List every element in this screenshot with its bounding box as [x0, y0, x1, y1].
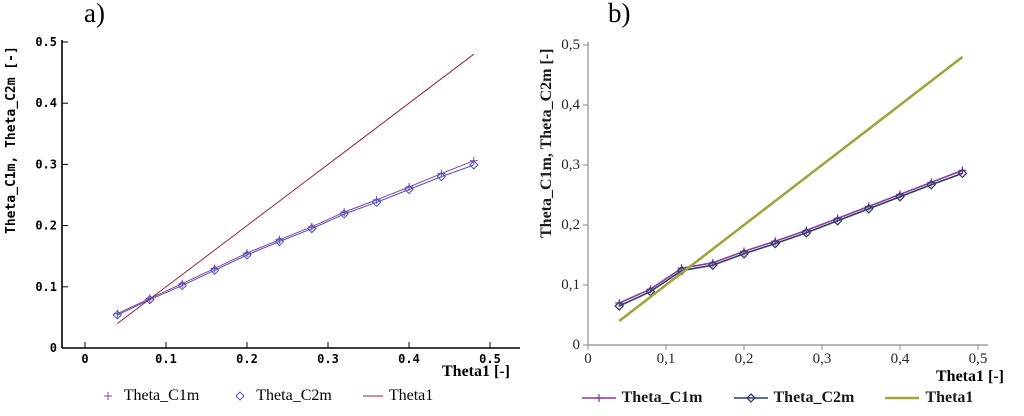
diamond-marker-icon	[209, 265, 220, 275]
panel-b-x-axis-label: Theta1 [-]	[936, 368, 1004, 385]
legend-item-theta_c2m: Theta_C2m	[733, 389, 855, 407]
legend-item-theta_c2m: Theta_C2m	[229, 387, 332, 405]
diamond-marker-icon	[235, 391, 245, 401]
diamond-legend-marker-icon	[733, 393, 768, 403]
legend-label: Theta1	[388, 387, 434, 404]
series-line	[618, 169, 963, 304]
line-legend-marker-icon	[362, 395, 383, 397]
legend-label: Theta_C2m	[773, 389, 855, 406]
legend-item-theta_c1m: Theta_C1m	[97, 387, 200, 405]
y-tick-label: 0,3	[561, 157, 580, 173]
chart-panel-b: 0 0,1 0,2 0,3 0,4 0,5 0 0,1 0,2 0,3 0,4 0,5 b) Thet…	[530, 0, 1024, 416]
panel-a-x-axis-label: Theta1 [-]	[442, 363, 510, 380]
y-tick-label: 0.5	[35, 35, 57, 49]
x-tick-label: 0,1	[657, 351, 676, 367]
legend-label: Theta_C1m	[621, 389, 703, 406]
diamond-marker-icon	[404, 184, 414, 195]
diamond-marker-icon	[307, 223, 317, 234]
diamond-marker-icon	[957, 168, 968, 179]
diamond-marker-icon	[614, 301, 625, 311]
diamond-marker-icon	[863, 203, 874, 214]
x-tick-label: 0,5	[969, 351, 988, 367]
y-tick-label: 0.1	[35, 280, 57, 294]
diamond-legend-marker-icon	[235, 391, 245, 401]
legend-item-theta1: Theta1	[362, 387, 433, 405]
y-tick-label: 0	[573, 337, 581, 353]
legend-item-theta_c1m: Theta_C1m	[581, 389, 703, 407]
y-tick-label: 0.3	[35, 157, 57, 171]
panel-a-plot-area: 0 0.1 0.2 0.3 0.4 0.5 0 0.1 0.2 0.3 0.4 0.5	[35, 35, 520, 366]
y-tick-label: 0.2	[35, 219, 57, 233]
x-tick-label: 0,2	[735, 351, 754, 367]
panel-a-legend: Theta_C1m Theta_C2m Theta1	[0, 387, 530, 405]
diamond-marker-icon	[469, 160, 479, 170]
y-tick-label: 0	[50, 341, 57, 355]
y-tick-label: 0,4	[561, 97, 580, 113]
panel-b-y-axis-label: Theta_C1m, Theta_C2m [-]	[538, 48, 555, 238]
series-theta1	[117, 53, 475, 324]
x-tick-label: 0.5	[479, 352, 501, 366]
panel-b-label: b)	[608, 0, 631, 28]
series-theta_c2m	[112, 160, 479, 320]
y-tick-label: 0,1	[561, 277, 580, 293]
series-line	[618, 55, 964, 323]
diamond-marker-icon	[274, 236, 285, 247]
legend-label: Theta_C2m	[256, 387, 332, 404]
legend-item-theta1: Theta1	[884, 389, 973, 407]
diamond-marker-icon	[707, 260, 718, 271]
chart-panel-a: 0 0.1 0.2 0.3 0.4 0.5 0 0.1 0.2 0.3 0.4 0.5 a) Thet…	[0, 0, 530, 405]
series-theta1	[618, 55, 964, 323]
panel-a-label: a)	[84, 0, 105, 28]
panel-b-plot-area: 0 0,1 0,2 0,3 0,4 0,5 0 0,1 0,2 0,3 0,4 0,5	[561, 37, 988, 367]
panel-a-y-axis-label: Theta_C1m, Theta_C2m [-]	[4, 46, 19, 234]
x-tick-label: 0.3	[317, 352, 339, 366]
x-tick-label: 0,4	[891, 351, 910, 367]
series-line	[117, 164, 474, 316]
x-tick-label: 0,3	[813, 351, 832, 367]
panel-b-legend: Theta_C1m Theta_C2m Theta1	[530, 389, 1024, 407]
diamond-marker-icon	[895, 191, 905, 202]
diamond-marker-icon	[770, 238, 781, 249]
diamond-marker-icon	[371, 197, 382, 208]
diamond-marker-icon	[801, 227, 812, 238]
x-tick-label: 0	[584, 351, 592, 367]
diamond-marker-icon	[739, 248, 749, 259]
diamond-marker-icon	[112, 310, 123, 320]
y-tick-label: 0.4	[35, 96, 57, 110]
y-tick-label: 0,2	[561, 217, 580, 233]
series-theta_c1m	[113, 156, 478, 318]
diamond-marker-icon	[339, 209, 349, 219]
x-tick-label: 0	[81, 352, 88, 366]
diamond-marker-icon	[177, 280, 187, 291]
y-tick-label: 0,5	[561, 37, 580, 53]
legend-label: Theta1	[925, 389, 974, 406]
line-legend-marker-icon	[885, 396, 920, 400]
diamond-marker-icon	[242, 250, 252, 260]
plus-legend-marker-icon	[103, 392, 112, 400]
plus-legend-marker-icon	[581, 394, 616, 402]
legend-label: Theta_C1m	[123, 387, 200, 404]
diamond-marker-icon	[145, 294, 155, 305]
diamond-marker-icon	[436, 171, 447, 182]
series-line	[117, 160, 474, 315]
x-tick-label: 0.2	[236, 352, 258, 366]
series-line	[117, 53, 475, 324]
x-tick-label: 0.4	[398, 352, 420, 366]
x-tick-label: 0.1	[155, 352, 177, 366]
diamond-marker-icon	[832, 215, 843, 226]
series-line	[618, 172, 963, 307]
diamond-marker-icon	[745, 393, 756, 403]
diamond-marker-icon	[926, 179, 937, 190]
